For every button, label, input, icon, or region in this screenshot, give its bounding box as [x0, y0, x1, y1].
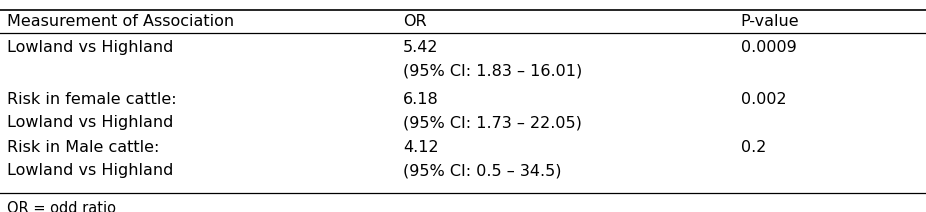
Text: 6.18: 6.18 [403, 92, 439, 107]
Text: Risk in Male cattle:: Risk in Male cattle: [7, 140, 160, 155]
Text: 0.2: 0.2 [741, 140, 766, 155]
Text: 0.0009: 0.0009 [741, 40, 796, 55]
Text: (95% CI: 1.73 – 22.05): (95% CI: 1.73 – 22.05) [403, 116, 582, 130]
Text: Risk in female cattle:: Risk in female cattle: [7, 92, 177, 107]
Text: Lowland vs Highland: Lowland vs Highland [7, 163, 174, 178]
Text: 0.002: 0.002 [741, 92, 786, 107]
Text: Lowland vs Highland: Lowland vs Highland [7, 40, 174, 55]
Text: Measurement of Association: Measurement of Association [7, 14, 234, 29]
Text: 5.42: 5.42 [403, 40, 438, 55]
Text: (95% CI: 1.83 – 16.01): (95% CI: 1.83 – 16.01) [403, 64, 582, 78]
Text: P-value: P-value [741, 14, 799, 29]
Text: OR = odd ratio: OR = odd ratio [7, 201, 117, 212]
Text: (95% CI: 0.5 – 34.5): (95% CI: 0.5 – 34.5) [403, 163, 561, 178]
Text: 4.12: 4.12 [403, 140, 438, 155]
Text: OR: OR [403, 14, 427, 29]
Text: Lowland vs Highland: Lowland vs Highland [7, 116, 174, 130]
